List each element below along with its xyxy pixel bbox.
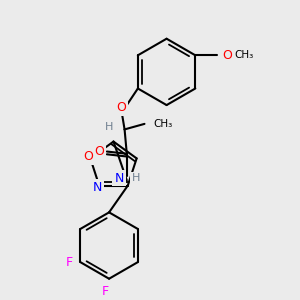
Text: O: O [83, 150, 93, 163]
Text: F: F [66, 256, 73, 268]
Text: CH₃: CH₃ [153, 119, 172, 129]
Text: H: H [131, 173, 140, 183]
Text: F: F [102, 286, 109, 298]
Text: O: O [94, 145, 104, 158]
Text: CH₃: CH₃ [234, 50, 253, 60]
Text: H: H [105, 122, 113, 132]
Text: N: N [92, 181, 102, 194]
Text: N: N [114, 172, 124, 184]
Text: O: O [222, 49, 232, 62]
Text: O: O [116, 101, 126, 114]
